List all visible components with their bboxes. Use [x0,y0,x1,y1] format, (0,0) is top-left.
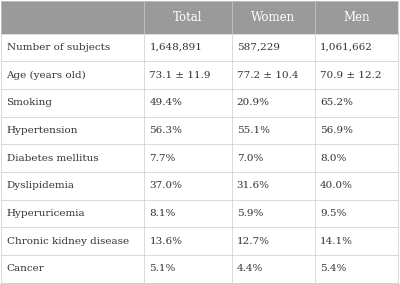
Text: 20.9%: 20.9% [237,98,270,107]
Text: Chronic kidney disease: Chronic kidney disease [6,237,129,246]
Text: 9.5%: 9.5% [320,209,346,218]
Text: Diabetes mellitus: Diabetes mellitus [6,154,98,163]
Text: 73.1 ± 11.9: 73.1 ± 11.9 [149,71,211,80]
Text: Hyperuricemia: Hyperuricemia [6,209,85,218]
Text: 56.9%: 56.9% [320,126,353,135]
Text: 7.0%: 7.0% [237,154,263,163]
Text: 7.7%: 7.7% [149,154,176,163]
Text: 1,648,891: 1,648,891 [149,43,202,52]
Text: 5.9%: 5.9% [237,209,263,218]
Text: 587,229: 587,229 [237,43,280,52]
Text: 14.1%: 14.1% [320,237,353,246]
Bar [144,1,232,34]
Bar [315,1,398,34]
Bar [1,172,398,200]
Text: 55.1%: 55.1% [237,126,270,135]
Text: Hypertension: Hypertension [6,126,78,135]
Bar [1,89,398,117]
Text: 8.1%: 8.1% [149,209,176,218]
Text: 37.0%: 37.0% [149,181,182,190]
Text: Cancer: Cancer [6,264,44,273]
Bar [1,34,398,61]
Bar [1,200,398,227]
Bar [1,255,398,283]
Bar [1,117,398,144]
Text: Smoking: Smoking [6,98,52,107]
Text: 1,061,662: 1,061,662 [320,43,373,52]
Bar [1,1,144,34]
Text: 49.4%: 49.4% [149,98,182,107]
Bar [1,227,398,255]
Bar [1,144,398,172]
Text: 5.1%: 5.1% [149,264,176,273]
Text: 8.0%: 8.0% [320,154,346,163]
Text: 5.4%: 5.4% [320,264,346,273]
Text: Total: Total [173,11,203,24]
Text: 4.4%: 4.4% [237,264,263,273]
Text: 40.0%: 40.0% [320,181,353,190]
Text: Women: Women [251,11,295,24]
Text: Dyslipidemia: Dyslipidemia [6,181,74,190]
Text: 13.6%: 13.6% [149,237,182,246]
Text: 12.7%: 12.7% [237,237,270,246]
Text: Men: Men [343,11,370,24]
Text: 31.6%: 31.6% [237,181,270,190]
Text: Age (years old): Age (years old) [6,71,86,80]
Text: Number of subjects: Number of subjects [6,43,110,52]
Text: 70.9 ± 12.2: 70.9 ± 12.2 [320,71,382,80]
Text: 56.3%: 56.3% [149,126,182,135]
Bar [232,1,315,34]
Text: 65.2%: 65.2% [320,98,353,107]
Bar [1,61,398,89]
Text: 77.2 ± 10.4: 77.2 ± 10.4 [237,71,298,80]
